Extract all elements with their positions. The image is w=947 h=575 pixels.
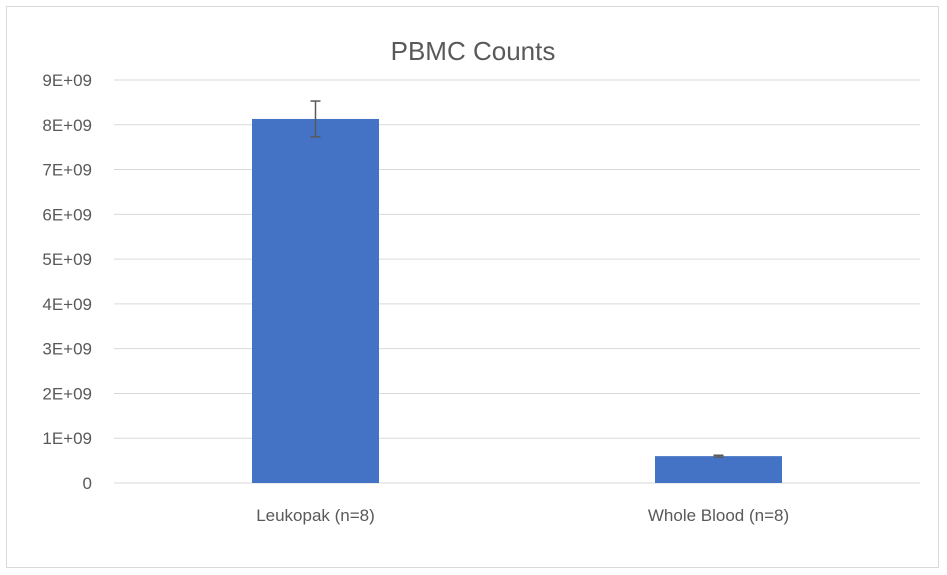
bars [252,118,782,483]
bar [252,118,379,483]
error-bars [310,100,724,458]
error-bar [310,100,321,138]
y-tick-label: 8E+09 [42,116,92,135]
error-bar [713,454,724,458]
x-category-label: Whole Blood (n=8) [648,506,789,525]
bar [655,456,782,483]
y-axis-tick-labels: 0 1E+09 2E+09 3E+09 4E+09 5E+09 6E+09 7E+09 8E+0… [42,71,92,493]
chart-title: PBMC Counts [391,36,556,66]
x-axis-category-labels: Leukopak (n=8) Whole Blood (n=8) [256,506,789,525]
gridlines [114,79,920,484]
y-tick-label: 9E+09 [42,71,92,90]
x-category-label: Leukopak (n=8) [256,506,375,525]
y-tick-label: 3E+09 [42,340,92,359]
y-tick-label: 5E+09 [42,250,92,269]
chart-frame [6,6,939,568]
y-tick-label: 2E+09 [42,384,92,403]
y-tick-label: 6E+09 [42,205,92,224]
y-tick-label: 7E+09 [42,161,92,180]
y-tick-label: 4E+09 [42,295,92,314]
y-tick-label: 0 [83,474,92,493]
y-tick-label: 1E+09 [42,429,92,448]
